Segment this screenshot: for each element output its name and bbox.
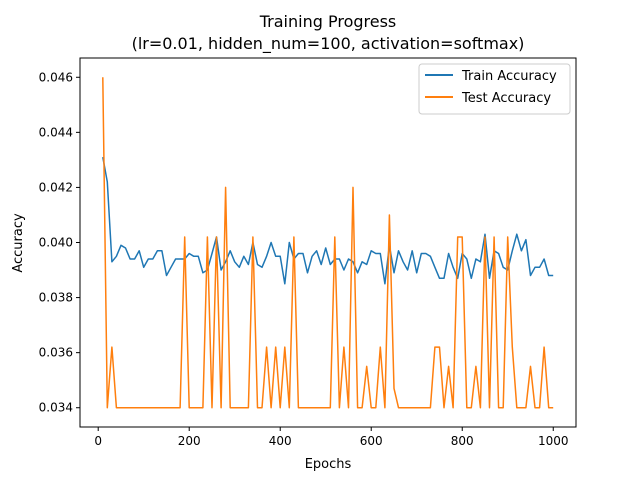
legend-box: [418, 63, 571, 115]
series-line-test-accuracy: [102, 77, 554, 409]
y-tick-label: 0.038: [39, 291, 73, 305]
y-tick-label: 0.036: [39, 346, 73, 360]
x-axis-label: Epochs: [305, 457, 352, 472]
y-tick-label: 0.046: [39, 70, 73, 84]
x-tick-label: 800: [451, 434, 474, 448]
y-tick-label: 0.042: [39, 180, 73, 194]
legend-label-train: Train Accuracy: [461, 69, 557, 84]
x-tick-label: 600: [360, 434, 383, 448]
x-axis-ticks: 0 200 400 600 800 1000: [94, 427, 569, 448]
x-tick-label: 400: [269, 434, 292, 448]
y-axis-ticks: 0.034 0.036 0.038 0.040 0.042 0.044 0.046: [39, 70, 80, 415]
y-axis-label: Accuracy: [11, 213, 26, 273]
plot-lines: [102, 77, 554, 409]
chart-title: Training Progress: [259, 12, 397, 31]
y-tick-label: 0.040: [39, 236, 73, 250]
series-line-train-accuracy: [102, 156, 554, 285]
x-tick-label: 200: [178, 434, 201, 448]
y-tick-label: 0.044: [39, 125, 73, 139]
y-tick-label: 0.034: [39, 401, 73, 415]
x-tick-label: 0: [94, 434, 102, 448]
plot-frame: [79, 57, 577, 428]
x-tick-label: 1000: [538, 434, 569, 448]
chart-subtitle: (lr=0.01, hidden_num=100, activation=sof…: [132, 34, 525, 54]
legend: Train Accuracy Test Accuracy: [418, 63, 571, 115]
legend-label-test: Test Accuracy: [461, 91, 551, 106]
